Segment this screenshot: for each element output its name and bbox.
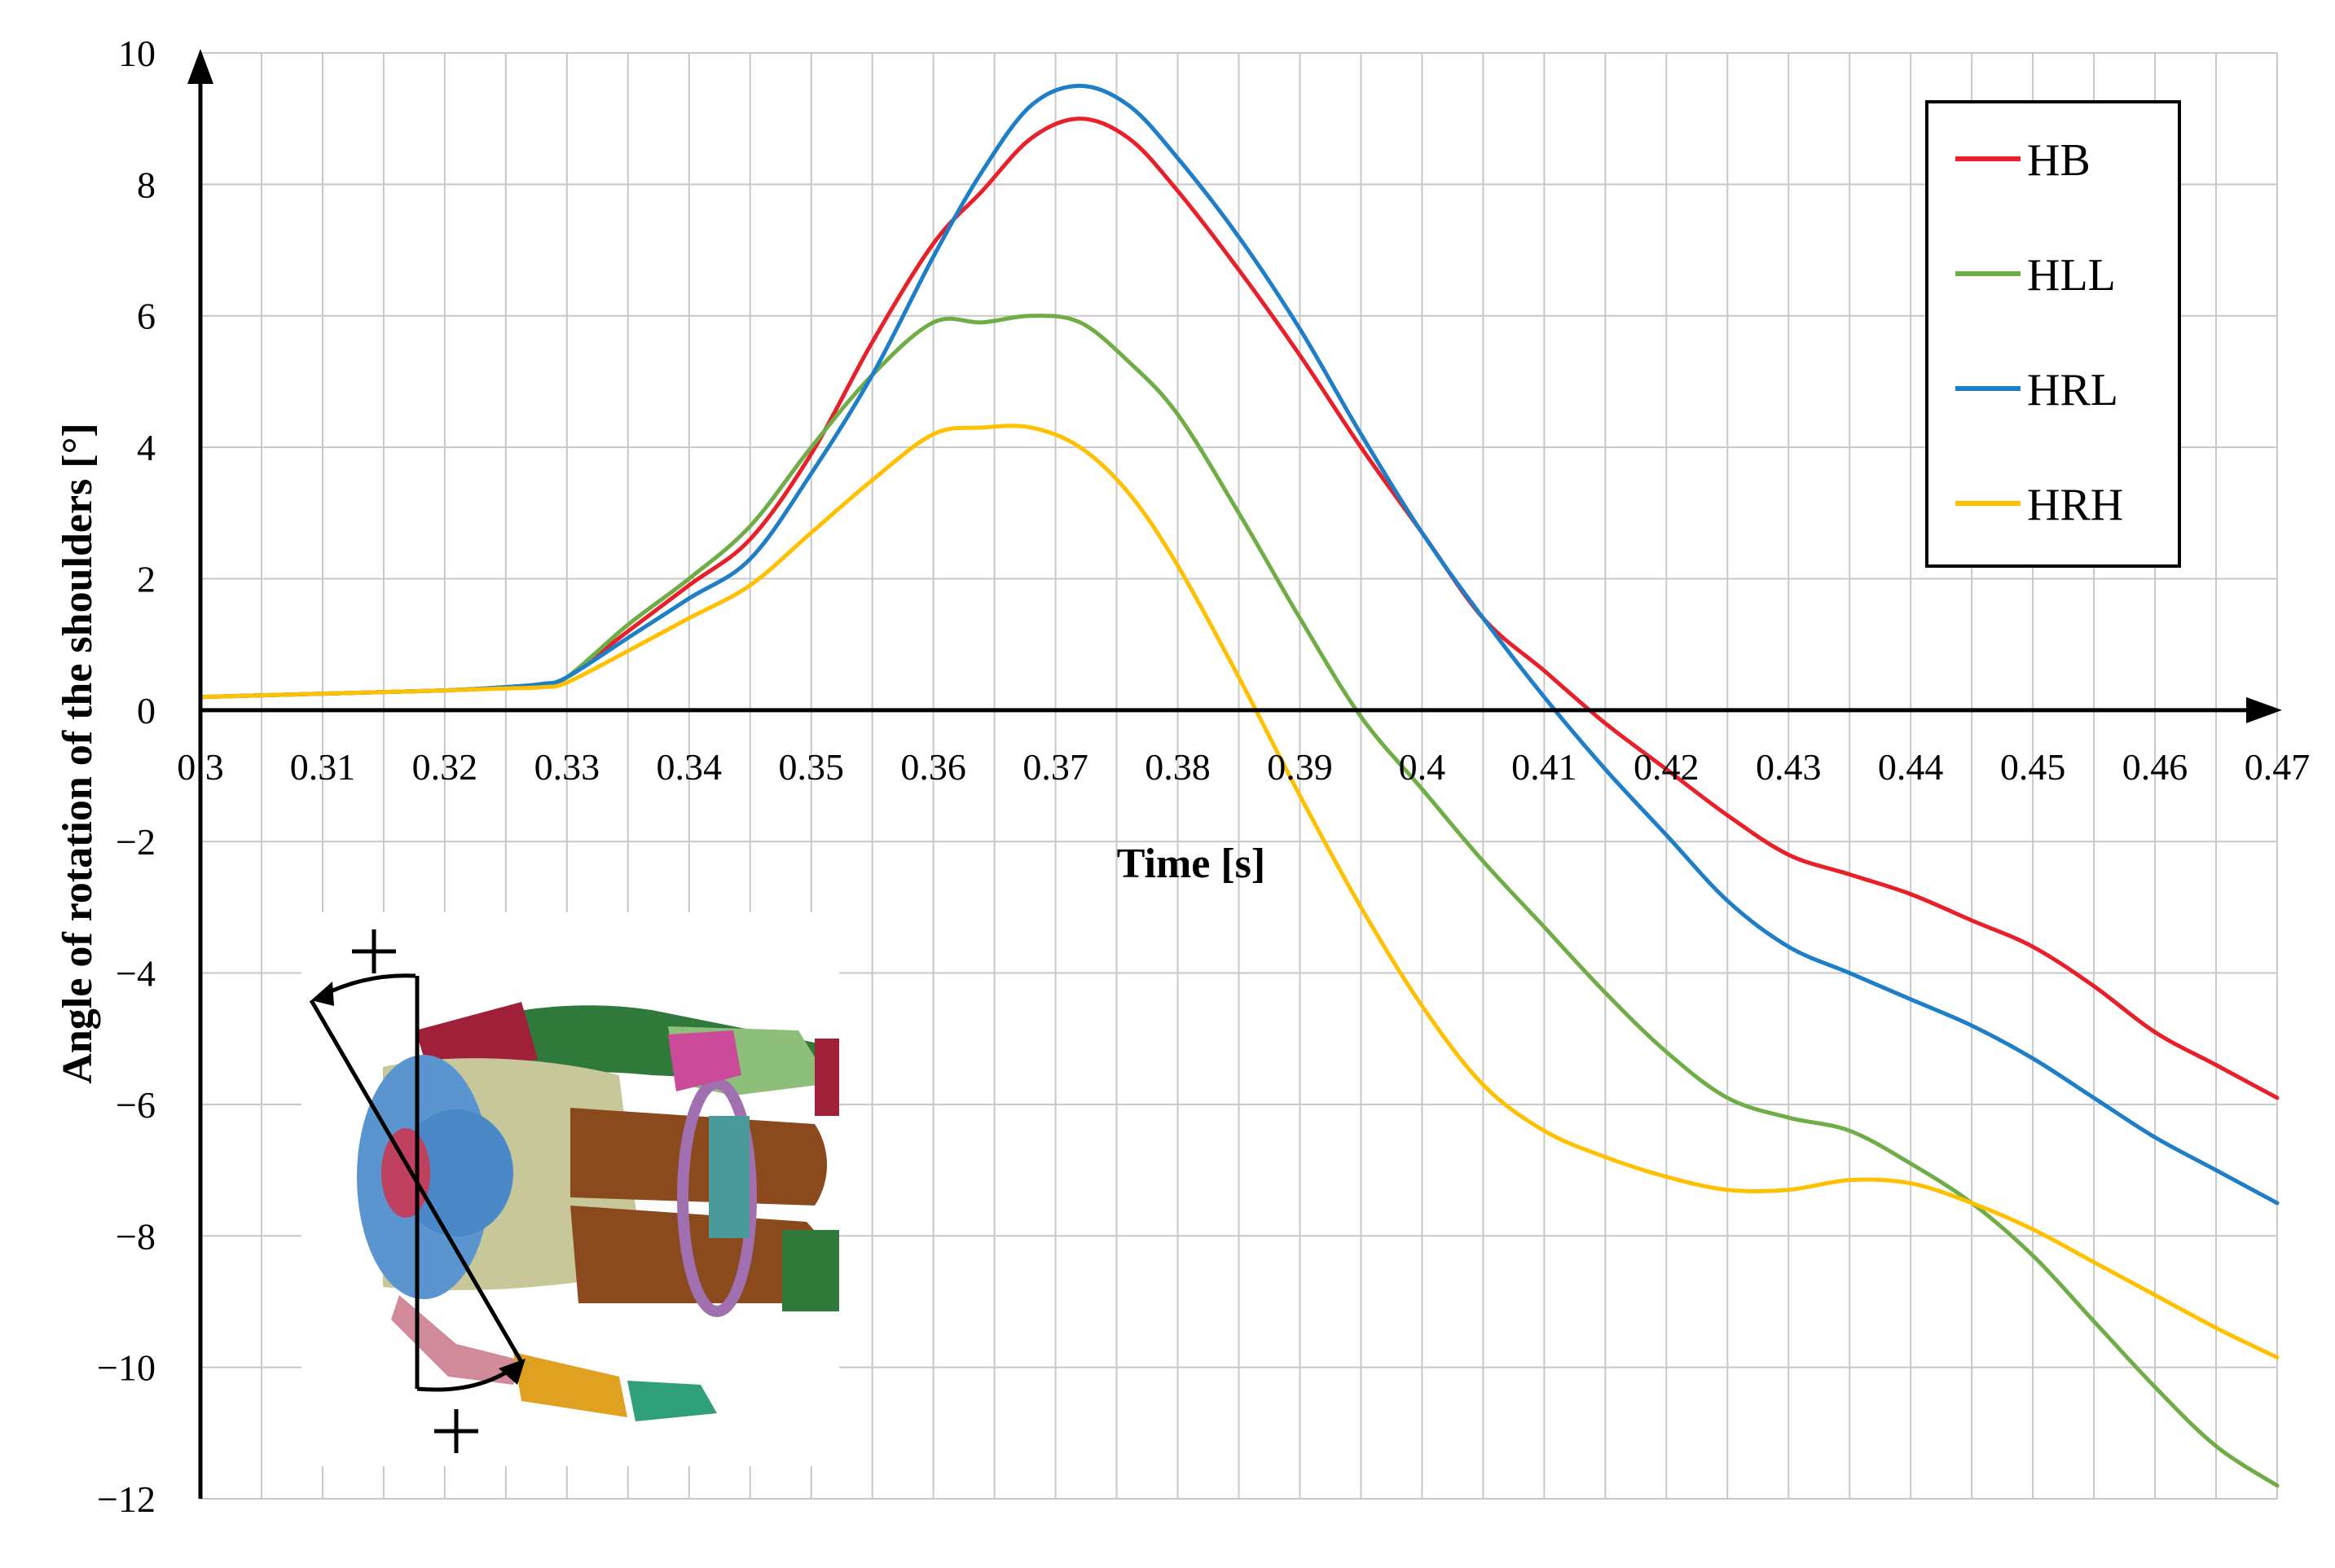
series-lines [198, 83, 2280, 1488]
x-tick-label: 0.35 [778, 746, 844, 788]
dummy-hand [668, 1030, 741, 1091]
legend-label: HB [2027, 135, 2091, 186]
legend-label: HRL [2027, 365, 2118, 415]
x-tick-label: 0.31 [290, 746, 356, 788]
y-tick-label: 8 [137, 164, 156, 205]
y-tick-label: 10 [118, 33, 156, 74]
x-tick-label: 0.43 [1756, 746, 1822, 788]
legend: HB HLL HRL HRH [1925, 100, 2181, 568]
legend-item-hrl: HRL [1955, 365, 2118, 415]
legend-label: HLL [2027, 250, 2116, 301]
y-tick-label: 4 [137, 427, 156, 468]
y-axis-arrow-icon [187, 49, 213, 84]
x-axis-arrow-icon [2246, 696, 2282, 723]
y-tick-label: −2 [116, 821, 156, 863]
tick-labels: 0.3 0.31 0.32 0.33 0.34 0.35 0.36 0.37 0.38 0.39 0… [97, 33, 2310, 1520]
x-tick-label: 0.3 [177, 746, 224, 788]
x-axis-title: Time [s] [1117, 841, 1265, 887]
x-tick-label: 0.38 [1145, 746, 1211, 788]
x-tick-label: 0.42 [1634, 746, 1700, 788]
legend-label: HRH [2027, 480, 2123, 530]
dummy-right-forearm [513, 1352, 627, 1417]
x-tick-label: 0.41 [1511, 746, 1577, 788]
x-tick-label: 0.39 [1267, 746, 1333, 788]
shoulder-axis-line [309, 999, 524, 1364]
series-line-hrh [198, 424, 2280, 1360]
legend-item-hb: HB [1955, 135, 2091, 186]
series-line-hll [198, 314, 2280, 1488]
dummy-right-upper-arm [391, 1295, 521, 1385]
legend-box [1925, 100, 2181, 568]
axes [187, 49, 2282, 1499]
y-tick-label: −12 [97, 1478, 156, 1520]
legend-item-hrh: HRH [1955, 480, 2123, 530]
lower-arrow-head-icon [499, 1359, 525, 1385]
dummy-right-thigh [570, 1206, 825, 1303]
y-tick-label: −6 [116, 1084, 156, 1126]
x-tick-label: 0.33 [534, 746, 600, 788]
dummy-neck [381, 1128, 430, 1218]
y-tick-label: −10 [97, 1347, 156, 1389]
dummy-left-thigh [570, 1108, 827, 1206]
y-tick-label: 2 [137, 558, 156, 600]
series-line-hrl [198, 83, 2280, 1206]
dummy-knee-block [782, 1230, 839, 1311]
x-tick-label: 0.32 [412, 746, 478, 788]
x-tick-label: 0.46 [2122, 746, 2188, 788]
y-tick-label: 6 [137, 296, 156, 337]
y-axis-title: Angle of rotation of the shoulders [°] [55, 423, 101, 1083]
plus-sign-bottom-icon [434, 1409, 478, 1453]
x-tick-label: 0.34 [657, 746, 723, 788]
dummy-hand-block [815, 1039, 839, 1116]
x-tick-label: 0.45 [2000, 746, 2066, 788]
steering-wheel [677, 1078, 757, 1317]
steering-column [709, 1116, 750, 1238]
y-tick-label: −4 [116, 953, 156, 995]
series-line-hb [198, 116, 2280, 1100]
x-tick-label: 0.37 [1022, 746, 1088, 788]
x-tick-label: 0.47 [2245, 746, 2311, 788]
x-tick-label: 0.36 [900, 746, 966, 788]
x-tick-label: 0.4 [1399, 746, 1446, 788]
y-tick-label: 0 [137, 690, 156, 731]
upper-arrow-head-icon [311, 982, 334, 1006]
plus-sign-top-icon [352, 929, 396, 973]
dummy-right-hand [627, 1381, 717, 1421]
dummy-illustration [301, 912, 839, 1466]
x-tick-label: 0.44 [1878, 746, 1944, 788]
legend-item-hll: HLL [1955, 250, 2116, 301]
y-tick-label: −8 [116, 1215, 156, 1257]
